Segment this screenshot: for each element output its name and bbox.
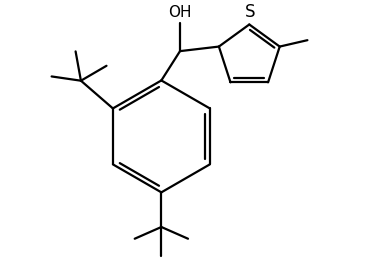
Text: S: S xyxy=(245,3,256,21)
Text: OH: OH xyxy=(168,5,192,20)
